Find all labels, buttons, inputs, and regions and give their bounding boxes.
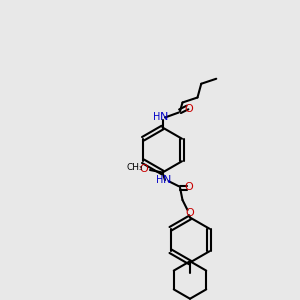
Text: CH₃: CH₃ <box>127 163 143 172</box>
Text: H: H <box>156 175 164 185</box>
Text: H: H <box>153 112 160 122</box>
Text: O: O <box>140 164 148 174</box>
Text: O: O <box>184 182 193 193</box>
Text: N: N <box>160 112 168 122</box>
Text: O: O <box>186 208 194 218</box>
Text: N: N <box>163 175 172 185</box>
Text: O: O <box>184 104 193 114</box>
